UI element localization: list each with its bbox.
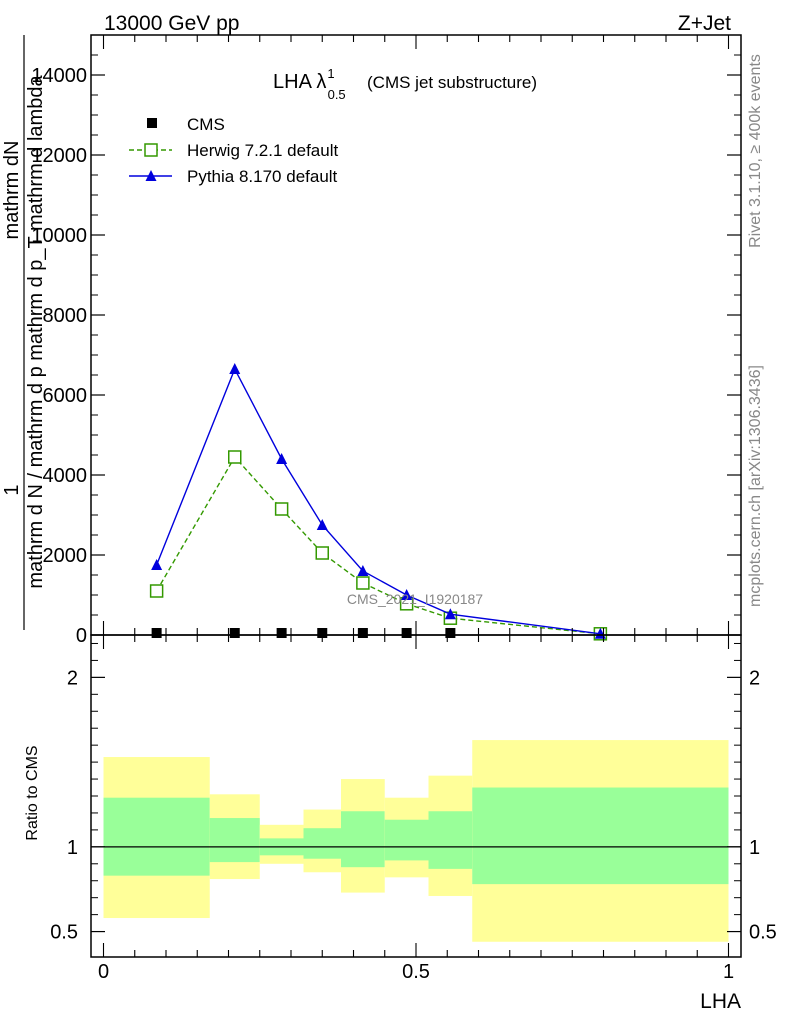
ratio-plot-frame	[90, 634, 742, 958]
cms-data-point	[151, 628, 162, 638]
ratio-inner-band	[209, 818, 260, 863]
pythia-data-point	[151, 559, 163, 570]
ratio-inner-band	[472, 787, 729, 885]
legend-pythia-marker	[145, 170, 157, 181]
ratio-inner-band	[428, 811, 473, 869]
main-y-axis-label: 1 mathrm dN mathrm d N / mathrm d p math…	[1, 35, 47, 630]
energy-label: 13000 GeV pp	[104, 12, 239, 35]
ratio-inner-band	[303, 828, 341, 859]
x-tick-label: 0	[98, 961, 109, 983]
series-line-2	[155, 367, 601, 635]
herwig-data-point	[315, 546, 329, 560]
series-line-1	[156, 455, 601, 635]
analysis-watermark: CMS_2021_I1920187	[347, 591, 483, 607]
cms-data-point	[276, 628, 287, 638]
ratio-axis-ticks: 0.5 0.5 1 1 2 2 0 0.5 1	[50, 35, 777, 983]
ratio-y-tick-label-left: 0.5	[50, 922, 78, 944]
ratio-y-tick-label-right: 0.5	[749, 922, 777, 944]
plot-title-subscript: 0.5	[328, 87, 346, 102]
legend-cms-label: CMS	[187, 115, 225, 134]
main-y-axis-ticks: 0 2000 4000 6000 8000 10000 12000 14000	[31, 34, 741, 647]
ratio-inner-band	[103, 797, 210, 876]
herwig-data-point	[356, 576, 370, 590]
y-tick-label: 2000	[43, 545, 88, 567]
y-tick-label: 14000	[31, 65, 87, 87]
y-tick-label: 12000	[31, 145, 87, 167]
herwig-data-point	[228, 450, 242, 464]
herwig-data-point	[149, 584, 164, 598]
ratio-inner-band	[341, 811, 385, 868]
cms-data-point	[357, 628, 368, 638]
legend-herwig-label: Herwig 7.2.1 default	[187, 141, 338, 160]
legend-cms-marker	[147, 118, 157, 128]
pythia-data-point	[316, 519, 328, 530]
ratio-y-tick-label-left: 1	[67, 837, 78, 859]
ratio-y-axis-label: Ratio to CMS	[24, 745, 41, 840]
pythia-data-point	[357, 565, 369, 576]
mcplots-label: mcplots.cern.ch [arXiv:1306.3436]	[747, 365, 764, 607]
ratio-y-tick-label-right: 2	[749, 667, 760, 689]
plot-title-main: LHA λ	[273, 71, 326, 93]
pythia-data-point	[444, 608, 456, 620]
y-tick-label: 8000	[43, 305, 88, 327]
pythia-data-point	[276, 453, 288, 464]
legend-herwig-marker	[144, 143, 158, 157]
cms-data-point	[229, 628, 240, 638]
pythia-data-point	[229, 363, 241, 374]
ratio-plot-panel: 0.5 0.5 1 1 2 2 0 0.5 1 Ratio to CMS LHA	[24, 35, 777, 1013]
ratio-inner-band	[384, 819, 429, 861]
ratio-y-tick-label-left: 2	[67, 667, 78, 689]
ratio-uncertainty-bands	[91, 740, 741, 942]
ratio-y-tick-label-right: 1	[749, 837, 760, 859]
y-label-denominator: mathrm d N / mathrm d p mathrm d p_T mat…	[25, 75, 47, 589]
y-tick-label: 0	[76, 625, 87, 647]
process-label: Z+Jet	[678, 12, 731, 35]
x-axis-label: LHA	[700, 990, 741, 1013]
y-tick-label: 6000	[43, 385, 88, 407]
cms-data-point	[445, 628, 456, 638]
legend-pythia-label: Pythia 8.170 default	[187, 167, 338, 186]
y-label-numerator: mathrm dN	[1, 141, 23, 240]
legend: CMS Herwig 7.2.1 default Pythia 8.170 de…	[129, 115, 338, 186]
plot-title-suffix: (CMS jet substructure)	[367, 73, 537, 92]
plot-title-superscript: 1	[327, 66, 334, 81]
y-tick-label: 10000	[31, 225, 87, 247]
rivet-version-label: Rivet 3.1.10, ≥ 400k events	[747, 54, 764, 248]
x-tick-label: 0.5	[402, 961, 430, 983]
pythia-data-point	[401, 589, 413, 600]
y-tick-label: 4000	[43, 465, 88, 487]
y-label-prefix: 1	[1, 484, 23, 495]
herwig-data-point	[274, 502, 289, 516]
plot-title: LHA λ1 0.5	[273, 66, 346, 102]
x-tick-label: 1	[723, 961, 734, 983]
cms-data-point	[401, 628, 412, 638]
